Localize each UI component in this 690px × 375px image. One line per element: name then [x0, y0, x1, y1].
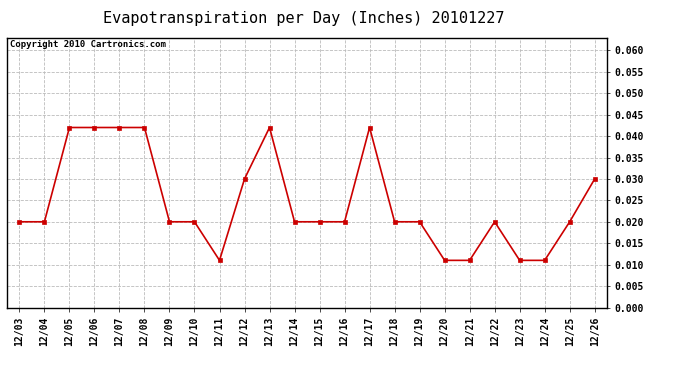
- Text: Evapotranspiration per Day (Inches) 20101227: Evapotranspiration per Day (Inches) 2010…: [103, 11, 504, 26]
- Text: Copyright 2010 Cartronics.com: Copyright 2010 Cartronics.com: [10, 40, 166, 49]
